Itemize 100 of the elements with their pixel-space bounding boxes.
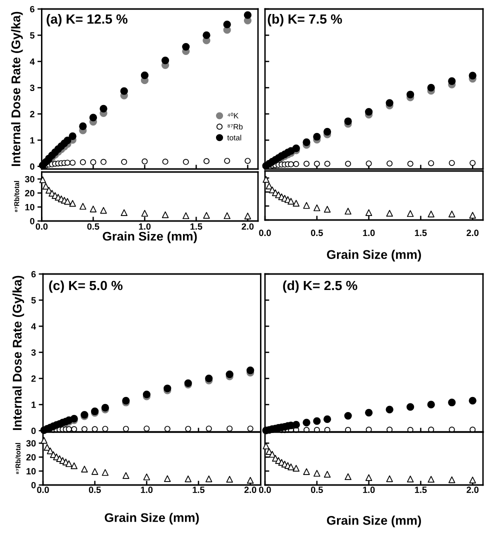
point (40, 437, 48, 444)
point (303, 468, 310, 475)
point (224, 158, 230, 164)
y-tick-label: 20 (26, 454, 36, 460)
x-tick-label: 2.0 (242, 223, 254, 230)
point (324, 160, 330, 167)
point (386, 475, 393, 482)
point (302, 138, 310, 146)
point (386, 99, 394, 107)
point (314, 204, 320, 212)
point (470, 160, 476, 166)
point (365, 209, 372, 216)
point (102, 469, 109, 476)
point (164, 426, 170, 432)
y-tick-label: 30 (24, 176, 34, 182)
point (120, 87, 128, 95)
x-tick-label: 1.5 (415, 486, 427, 494)
chart-title: (a) K= 12.5 % (46, 14, 128, 26)
point (366, 426, 372, 433)
point (70, 160, 76, 166)
y-tick-label: 5 (30, 32, 35, 39)
x-tick-label: 1.0 (140, 486, 153, 494)
x-tick-label: 0.0 (259, 230, 271, 236)
point (203, 158, 210, 164)
point (406, 210, 414, 217)
point (427, 84, 435, 92)
y-axis-title: Internal Dose Rate (Gy/ka) (11, 12, 23, 166)
x-tick-label: 1.0 (363, 230, 375, 236)
point (122, 426, 129, 432)
point (292, 420, 300, 429)
y-tick-label: 20 (25, 190, 34, 196)
point (344, 117, 352, 126)
x-tick-label: 0.0 (36, 223, 48, 230)
y-tick-label: 0 (31, 428, 36, 434)
x-tick-label: 0.5 (310, 230, 323, 236)
point (303, 202, 310, 209)
point (100, 206, 107, 214)
point (91, 468, 98, 475)
x-tick-label: 0.5 (87, 223, 100, 230)
point (64, 136, 72, 144)
point (344, 412, 352, 420)
point (226, 426, 233, 432)
chart-title: (d) K= 2.5 % (283, 280, 358, 293)
point (448, 160, 455, 166)
y-tick-label: 10 (26, 468, 36, 474)
chart-title: (c) K= 5.0 % (49, 280, 123, 293)
point (162, 211, 169, 218)
point (365, 474, 372, 481)
point (428, 160, 434, 166)
point (184, 475, 192, 482)
point (182, 212, 190, 220)
x-tick-label: 0.5 (310, 486, 323, 494)
point (66, 460, 72, 468)
point (345, 160, 352, 167)
y-tick-label: 0 (30, 218, 34, 224)
point (344, 473, 352, 480)
point (64, 160, 70, 166)
point (262, 176, 270, 183)
point (226, 476, 233, 483)
x-tick-label: 0.5 (88, 486, 101, 494)
x-tick-label: 2.0 (244, 486, 256, 494)
point (247, 426, 254, 432)
point (100, 104, 108, 112)
point (386, 406, 394, 414)
point (448, 77, 456, 85)
point (364, 408, 373, 416)
point (89, 114, 98, 122)
point (364, 108, 373, 116)
point (324, 206, 331, 213)
point (407, 160, 414, 167)
point (288, 464, 294, 470)
y-tick-label: 4 (31, 323, 36, 330)
point (468, 396, 476, 404)
point (246, 476, 254, 484)
point (313, 417, 321, 425)
x-tick-label: 1.0 (138, 223, 151, 230)
point (266, 182, 273, 190)
point (143, 474, 150, 480)
point (202, 31, 210, 40)
point (428, 210, 434, 218)
y-tick-label: 5 (31, 297, 36, 304)
point (406, 476, 414, 482)
x-tick-label: 1.5 (192, 486, 205, 494)
y-tick-label: 3 (31, 349, 36, 356)
point (162, 158, 168, 165)
point (161, 56, 170, 64)
x-axis-title: Grain Size (mm) (326, 250, 421, 262)
point (81, 466, 88, 472)
point (288, 161, 294, 168)
point (140, 72, 149, 80)
x-axis-title: Grain Size (mm) (104, 512, 199, 525)
point (121, 158, 128, 165)
y-tick-label: 0 (30, 163, 34, 170)
point (406, 90, 414, 98)
point (468, 72, 476, 80)
point (344, 208, 352, 215)
point (470, 426, 476, 433)
point (224, 212, 230, 220)
point (323, 128, 332, 136)
point (182, 42, 190, 51)
